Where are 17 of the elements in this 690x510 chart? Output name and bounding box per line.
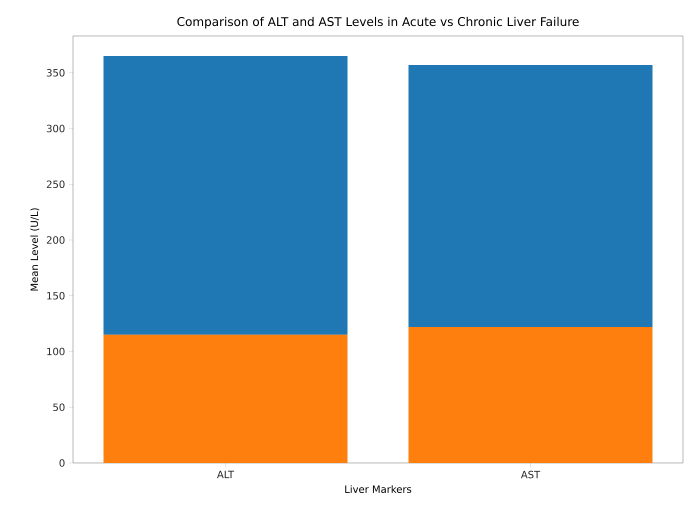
y-tick-label: 350 xyxy=(46,68,65,77)
bar xyxy=(408,326,652,463)
y-axis-title: Mean Level (U/L) xyxy=(30,208,40,291)
y-tick-label: 0 xyxy=(60,459,65,467)
y-tick-label: 300 xyxy=(46,124,65,132)
y-tick-label: 250 xyxy=(46,180,65,188)
x-tick-label: AST xyxy=(520,470,540,478)
y-tick-label: 200 xyxy=(46,236,65,244)
x-axis-title: Liver Markers xyxy=(345,485,412,493)
y-tick-label: 100 xyxy=(47,348,65,356)
bar xyxy=(104,334,348,463)
bar xyxy=(104,56,348,335)
y-tick-label: 150 xyxy=(47,292,65,300)
x-tick-label: ALT xyxy=(217,470,234,478)
bar xyxy=(408,64,652,327)
y-tick-label: 50 xyxy=(53,403,65,412)
chart-title: Comparison of ALT and AST Levels in Acute vs Chronic Liver Failure xyxy=(177,16,579,28)
